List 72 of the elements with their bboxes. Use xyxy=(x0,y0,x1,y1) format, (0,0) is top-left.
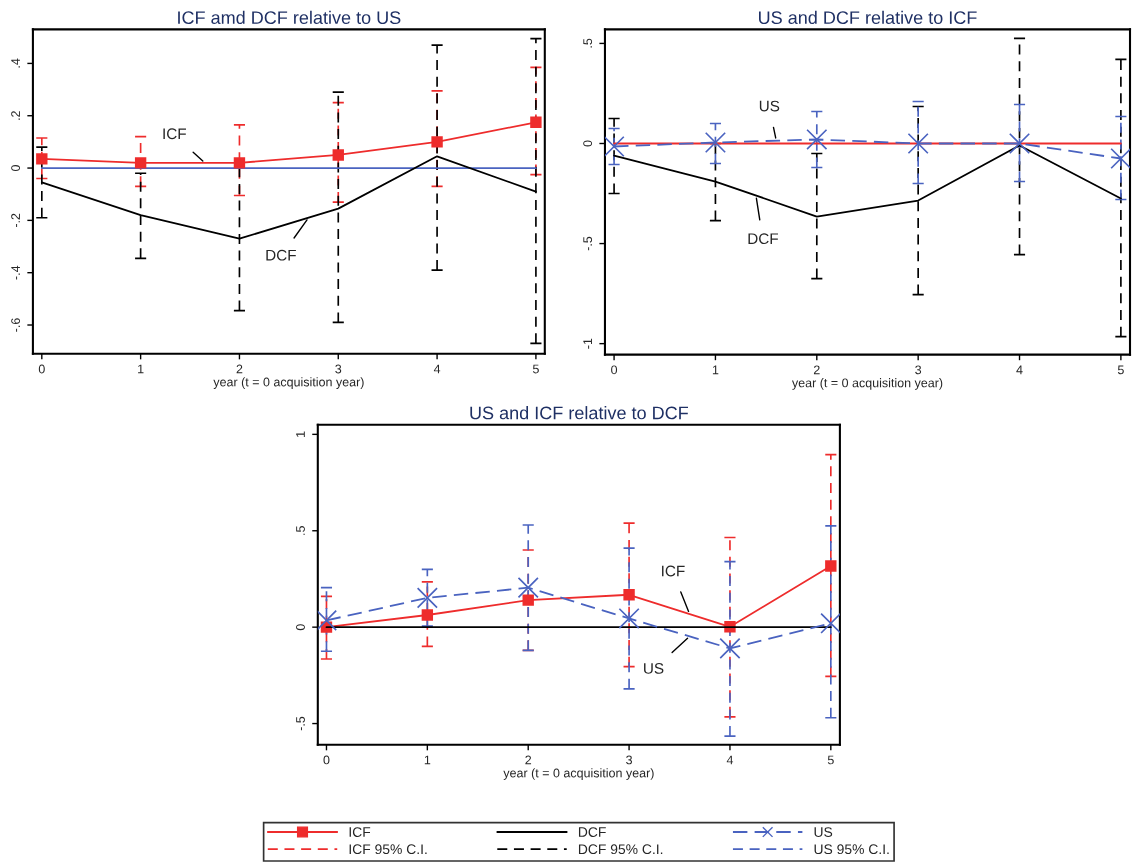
y-tick-label: -1 xyxy=(583,338,592,349)
y-tick-label: -.6 xyxy=(11,318,21,332)
y-tick-label: .2 xyxy=(11,111,20,120)
point xyxy=(134,157,147,169)
legend-label: DCF xyxy=(578,827,606,838)
x-tick-label: 4 xyxy=(433,364,441,374)
text: ICF xyxy=(163,128,186,140)
y-tick-label: .4 xyxy=(11,58,20,68)
y-tick-label: 1 xyxy=(296,431,305,437)
y-tick-label: -.4 xyxy=(11,265,20,280)
x-tick-label: 5 xyxy=(827,755,834,765)
x-tick-label: 0 xyxy=(611,365,618,375)
point xyxy=(806,128,828,151)
chart-title: US and DCF relative to ICF xyxy=(759,10,977,25)
point xyxy=(719,637,741,659)
point xyxy=(332,149,344,161)
point xyxy=(825,560,837,572)
text: US 95% C.I. xyxy=(814,844,889,855)
point xyxy=(623,589,635,601)
point xyxy=(530,116,542,128)
y-tick-label: 0 xyxy=(296,624,305,631)
point xyxy=(233,157,246,169)
point xyxy=(1008,132,1031,155)
x-tick-label: 5 xyxy=(532,364,539,374)
point xyxy=(907,132,929,155)
point xyxy=(604,135,625,158)
chart-title: US and ICF relative to DCF xyxy=(470,406,688,420)
legend-label: US xyxy=(814,827,833,838)
x-axis-title: year (t = 0 acquisition year) xyxy=(791,378,943,390)
legend-label: DCF xyxy=(748,233,779,245)
x-tick-label: 1 xyxy=(712,365,719,375)
x-tick-label: 1 xyxy=(424,755,431,765)
x-tick-label: 5 xyxy=(1117,365,1124,375)
text: ICF 95% C.I. xyxy=(349,844,427,855)
x-tick-label: 0 xyxy=(323,755,330,765)
chart-title: ICF amd DCF relative to US xyxy=(178,10,401,25)
point xyxy=(317,609,338,631)
y-tick-label: 0 xyxy=(11,165,21,172)
x-axis-title: year (t = 0 acquisition year) xyxy=(503,768,654,780)
point xyxy=(522,594,534,606)
x-tick-label: 4 xyxy=(726,755,734,765)
x-axis-title: year (t = 0 acquisition year) xyxy=(213,377,364,389)
x-tick-label: 3 xyxy=(335,364,342,374)
text: DCF 95% C.I. xyxy=(578,844,663,855)
y-tick-label: .5 xyxy=(583,38,593,48)
x-tick-label: 3 xyxy=(626,755,633,765)
x-tick-label: 2 xyxy=(813,365,820,375)
series-label: US xyxy=(759,100,780,112)
point xyxy=(431,136,443,148)
point xyxy=(421,609,434,621)
point xyxy=(820,612,840,634)
point xyxy=(1110,147,1131,170)
point xyxy=(517,577,539,599)
point xyxy=(416,587,438,609)
point xyxy=(618,607,640,630)
x-tick-label: 4 xyxy=(1016,365,1023,375)
y-tick-label: -.2 xyxy=(11,213,20,228)
y-tick-label: .5 xyxy=(296,526,305,535)
y-tick-label: 0 xyxy=(583,140,593,147)
point xyxy=(704,131,726,154)
y-tick-label: -.5 xyxy=(583,236,593,251)
x-tick-label: 1 xyxy=(138,364,144,374)
x-tick-label: 2 xyxy=(236,364,243,374)
x-tick-label: 0 xyxy=(38,364,45,374)
x-tick-label: 3 xyxy=(915,365,922,375)
legend-label: ICF xyxy=(349,827,371,838)
series-label: ICF xyxy=(662,565,685,577)
text: US xyxy=(644,663,664,674)
y-tick-label: -.5 xyxy=(296,716,305,731)
text: DCF xyxy=(266,249,296,261)
x-tick-label: 2 xyxy=(525,755,532,765)
point xyxy=(36,153,48,165)
